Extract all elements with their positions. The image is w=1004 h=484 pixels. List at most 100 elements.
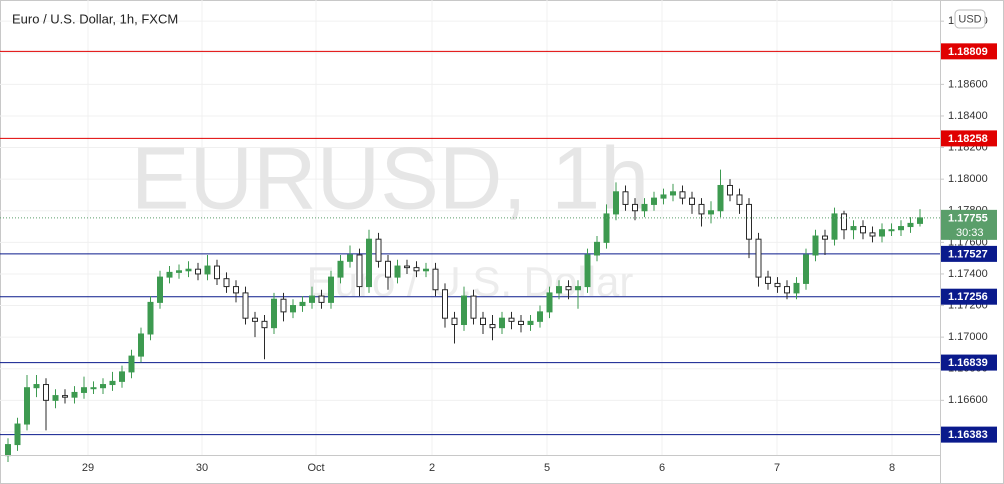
candle-body	[698, 203, 705, 215]
x-tick-label: 5	[544, 462, 550, 474]
level-tag-label: 1.18809	[948, 46, 988, 58]
candle-body	[917, 217, 923, 224]
level-tag	[941, 288, 997, 305]
level-tag	[941, 43, 997, 60]
y-tick-label: 1.18000	[948, 173, 988, 185]
candle-body	[613, 191, 619, 215]
candle-body	[841, 213, 847, 231]
candle-body	[679, 191, 686, 199]
candle-body	[717, 184, 724, 212]
watermark-subtitle: Euro / U.S. Dollar	[307, 258, 634, 305]
candle-body	[176, 270, 182, 273]
candle-body	[375, 238, 382, 262]
candle-body	[356, 254, 363, 288]
x-tick-label: 8	[889, 462, 895, 474]
candle-body	[556, 286, 562, 294]
candle-body	[765, 276, 771, 284]
candle-body	[689, 197, 695, 205]
y-tick-label: 1.17000	[948, 331, 988, 343]
candle-body	[632, 203, 638, 212]
y-tick-label: 1.17400	[948, 268, 988, 280]
candle-body	[185, 268, 192, 272]
level-tag-label: 1.16839	[948, 357, 988, 369]
candle-body	[233, 286, 239, 294]
level-tag-label: 1.16383	[948, 429, 988, 441]
candle-body	[52, 395, 59, 401]
countdown-label: 30:33	[956, 227, 984, 239]
candle-body	[727, 184, 733, 196]
candle-body	[366, 238, 372, 288]
candle-body	[898, 226, 904, 231]
candle-body	[81, 387, 87, 393]
candle-body	[812, 235, 819, 256]
candle-body	[166, 271, 173, 278]
candle-body	[736, 194, 743, 205]
candle-body	[822, 235, 828, 240]
candle-body	[860, 226, 866, 234]
candle-body	[660, 194, 667, 199]
y-tick-label: 1.16600	[948, 394, 988, 406]
candle-body	[24, 387, 30, 425]
candle-body	[831, 213, 838, 240]
currency-button[interactable]: USD	[954, 9, 986, 29]
candle-body	[480, 317, 486, 326]
watermark-title: EURUSD, 1h	[131, 128, 649, 227]
level-tag	[941, 245, 997, 262]
candle-body	[755, 238, 762, 278]
candle-body	[90, 387, 97, 390]
candle-body	[195, 268, 201, 275]
candle-body	[252, 317, 258, 322]
candle-body	[347, 254, 353, 262]
x-tick-label: 6	[659, 462, 665, 474]
candle-body	[594, 241, 600, 256]
candle-body	[119, 371, 125, 382]
candle-body	[508, 317, 515, 322]
candle-body	[451, 317, 458, 326]
candle-body	[879, 229, 885, 237]
candle-body	[907, 222, 914, 228]
currency-label[interactable]: USD	[958, 13, 981, 25]
candle-body	[309, 295, 315, 303]
candle-body	[584, 254, 591, 288]
x-tick-label: Oct	[307, 462, 324, 474]
candle-body	[271, 298, 277, 329]
candle-body	[328, 276, 334, 303]
candle-body	[546, 292, 553, 313]
grid	[0, 0, 940, 455]
candle-body	[746, 203, 752, 240]
candle-body	[850, 226, 857, 231]
x-tick-label: 7	[774, 462, 780, 474]
candle-body	[708, 210, 714, 215]
candle-body	[5, 444, 11, 457]
candle-body	[204, 265, 211, 275]
candle-body	[318, 295, 325, 303]
candle-body	[442, 289, 448, 319]
candle-body	[432, 268, 439, 291]
level-tag	[941, 130, 997, 147]
currency-box[interactable]	[954, 9, 986, 29]
candle-body	[575, 286, 581, 291]
candle-body	[670, 191, 676, 196]
candle-body	[280, 298, 287, 313]
candle-body	[71, 391, 78, 398]
candle-body	[157, 276, 163, 303]
last-price-label: 1.17755	[948, 212, 988, 224]
candle-body	[100, 384, 106, 389]
candle-body	[404, 265, 410, 269]
candle-body	[527, 320, 534, 326]
candle-body	[603, 213, 610, 243]
level-tag	[941, 426, 997, 443]
candle-body	[299, 301, 306, 307]
candle-body	[499, 317, 505, 329]
level-tag-label: 1.17256	[948, 291, 988, 303]
candle-body	[33, 384, 40, 389]
chart-title: Euro / U.S. Dollar, 1h, FXCM	[12, 11, 178, 26]
candle-body	[242, 292, 249, 319]
candle-body	[109, 380, 116, 386]
candle-body	[641, 203, 648, 212]
plot	[0, 50, 940, 462]
candle-body	[394, 265, 401, 278]
candle-body	[803, 254, 809, 284]
candle-body	[869, 232, 876, 237]
level-tag-label: 1.18258	[948, 133, 988, 145]
